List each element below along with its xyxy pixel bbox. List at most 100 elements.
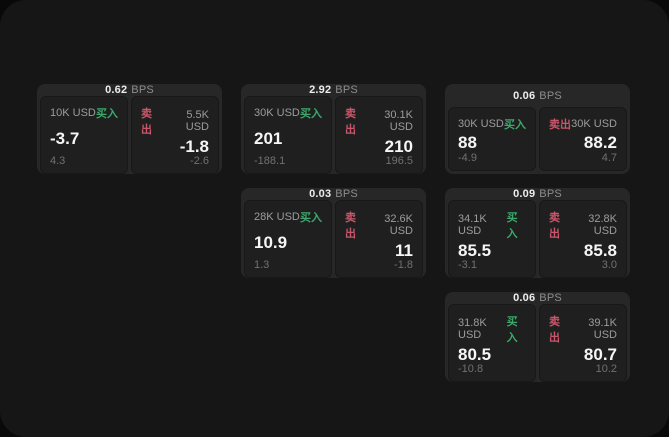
bps-value: 0.06 — [513, 89, 536, 102]
bps-unit: BPS — [539, 188, 562, 200]
buy-price: 85.5 — [458, 241, 492, 260]
sell-quote-top-row: 卖出 32.8K USD — [549, 209, 617, 241]
card-header: 0.62 BPS — [40, 84, 219, 96]
sell-price: 80.7 — [583, 345, 617, 364]
quote-card: 0.03 BPS 28K USD 买入 10.9 1.3 卖出 32.6K US… — [241, 188, 426, 278]
buy-side-label: 买入 — [300, 108, 322, 120]
bps-unit: BPS — [539, 292, 562, 304]
sell-price: 210 — [384, 137, 413, 156]
sell-side-label: 卖出 — [345, 108, 356, 136]
sell-delta: 4.7 — [601, 152, 617, 164]
buy-price: 80.5 — [458, 345, 492, 364]
card-header: 0.03 BPS — [244, 188, 423, 200]
buy-quote-top-row: 28K USD 买入 — [254, 209, 322, 225]
sell-price: 85.8 — [583, 241, 617, 260]
bps-value: 0.09 — [513, 188, 536, 200]
buy-delta: -188.1 — [254, 155, 286, 167]
buy-delta: -3.1 — [458, 259, 477, 271]
buy-price: 88 — [458, 133, 477, 152]
bps-value: 0.06 — [513, 292, 536, 304]
buy-amount: 34.1K USD — [458, 213, 487, 237]
buy-quote-button[interactable]: 10K USD 买入 -3.7 4.3 — [40, 96, 128, 174]
quote-card: 0.06 BPS 31.8K USD 买入 80.5 -10.8 卖出 39.1… — [445, 292, 630, 382]
card-body: 30K USD 买入 201 -188.1 卖出 30.1K USD 210 1… — [244, 96, 423, 174]
bps-unit: BPS — [539, 89, 562, 102]
sell-amount: 30K USD — [571, 118, 617, 130]
card-body: 28K USD 买入 10.9 1.3 卖出 32.6K USD 11 -1.8 — [244, 200, 423, 278]
sell-quote-button[interactable]: 卖出 30K USD 88.2 4.7 — [539, 107, 627, 171]
sell-delta: -2.6 — [190, 155, 209, 167]
card-body: 30K USD 买入 88 -4.9 卖出 30K USD 88.2 4.7 — [448, 107, 627, 171]
buy-quote-button[interactable]: 34.1K USD 买入 85.5 -3.1 — [448, 200, 536, 278]
sell-delta: -1.8 — [394, 259, 413, 271]
sell-amount: 5.5K USD — [185, 109, 209, 133]
buy-side-label: 买入 — [506, 212, 518, 240]
sell-amount: 32.8K USD — [588, 213, 617, 237]
sell-quote-button[interactable]: 卖出 39.1K USD 80.7 10.2 — [539, 304, 627, 382]
sell-quote-button[interactable]: 卖出 32.6K USD 11 -1.8 — [335, 200, 423, 278]
bps-unit: BPS — [335, 188, 358, 200]
buy-amount: 10K USD — [50, 107, 96, 119]
buy-delta: 1.3 — [254, 259, 270, 271]
buy-quote-button[interactable]: 30K USD 买入 88 -4.9 — [448, 107, 536, 171]
sell-delta: 196.5 — [385, 155, 413, 167]
card-header: 2.92 BPS — [244, 84, 423, 96]
buy-delta: 4.3 — [50, 155, 66, 167]
quote-card: 2.92 BPS 30K USD 买入 201 -188.1 卖出 30.1K … — [241, 84, 426, 174]
buy-quote-button[interactable]: 28K USD 买入 10.9 1.3 — [244, 200, 332, 278]
sell-quote-top-row: 卖出 32.6K USD — [345, 209, 413, 241]
card-body: 31.8K USD 买入 80.5 -10.8 卖出 39.1K USD 80.… — [448, 304, 627, 382]
buy-quote-top-row: 30K USD 买入 — [458, 116, 526, 132]
sell-amount: 32.6K USD — [384, 213, 413, 237]
sell-quote-top-row: 卖出 39.1K USD — [549, 313, 617, 345]
card-body: 34.1K USD 买入 85.5 -3.1 卖出 32.8K USD 85.8… — [448, 200, 627, 278]
quote-card: 0.62 BPS 10K USD 买入 -3.7 4.3 卖出 5.5K USD… — [37, 84, 222, 174]
buy-quote-top-row: 34.1K USD 买入 — [458, 209, 526, 241]
sell-price: 88.2 — [583, 133, 617, 152]
buy-quote-top-row: 10K USD 买入 — [50, 105, 118, 121]
buy-amount: 30K USD — [458, 118, 504, 130]
sell-price: -1.8 — [179, 137, 209, 156]
bps-unit: BPS — [131, 84, 154, 96]
card-header: 0.09 BPS — [448, 188, 627, 200]
sell-quote-top-row: 卖出 5.5K USD — [141, 105, 209, 137]
buy-quote-top-row: 31.8K USD 买入 — [458, 313, 526, 345]
sell-amount: 30.1K USD — [384, 109, 413, 133]
sell-delta: 3.0 — [601, 259, 617, 271]
buy-quote-button[interactable]: 30K USD 买入 201 -188.1 — [244, 96, 332, 174]
quote-card: 0.06 BPS 30K USD 买入 88 -4.9 卖出 30K USD 8… — [445, 84, 630, 174]
sell-side-label: 卖出 — [549, 212, 560, 240]
buy-side-label: 买入 — [96, 108, 118, 120]
buy-price: -3.7 — [50, 129, 80, 148]
sell-delta: 10.2 — [595, 363, 617, 375]
bps-value: 0.62 — [105, 84, 128, 96]
bps-value: 0.03 — [309, 188, 332, 200]
card-header: 0.06 BPS — [448, 84, 627, 107]
buy-side-label: 买入 — [300, 212, 322, 224]
buy-price: 10.9 — [254, 233, 288, 252]
buy-quote-button[interactable]: 31.8K USD 买入 80.5 -10.8 — [448, 304, 536, 382]
sell-side-label: 卖出 — [549, 316, 560, 344]
sell-side-label: 卖出 — [549, 119, 571, 131]
buy-amount: 28K USD — [254, 211, 300, 223]
sell-price: 11 — [395, 241, 413, 260]
bps-value: 2.92 — [309, 84, 332, 96]
quote-card: 0.09 BPS 34.1K USD 买入 85.5 -3.1 卖出 32.8K… — [445, 188, 630, 278]
buy-delta: -4.9 — [458, 152, 477, 164]
bps-unit: BPS — [335, 84, 358, 96]
quote-cards-grid: 0.62 BPS 10K USD 买入 -3.7 4.3 卖出 5.5K USD… — [37, 84, 630, 382]
card-header: 0.06 BPS — [448, 292, 627, 304]
buy-amount: 30K USD — [254, 107, 300, 119]
sell-quote-top-row: 卖出 30.1K USD — [345, 105, 413, 137]
sell-quote-top-row: 卖出 30K USD — [549, 116, 617, 132]
sell-amount: 39.1K USD — [588, 317, 617, 341]
sell-quote-button[interactable]: 卖出 5.5K USD -1.8 -2.6 — [131, 96, 219, 174]
buy-side-label: 买入 — [506, 316, 518, 344]
sell-side-label: 卖出 — [141, 108, 152, 136]
buy-side-label: 买入 — [504, 119, 526, 131]
sell-quote-button[interactable]: 卖出 32.8K USD 85.8 3.0 — [539, 200, 627, 278]
card-body: 10K USD 买入 -3.7 4.3 卖出 5.5K USD -1.8 -2.… — [40, 96, 219, 174]
sell-quote-button[interactable]: 卖出 30.1K USD 210 196.5 — [335, 96, 423, 174]
buy-price: 201 — [254, 129, 283, 148]
